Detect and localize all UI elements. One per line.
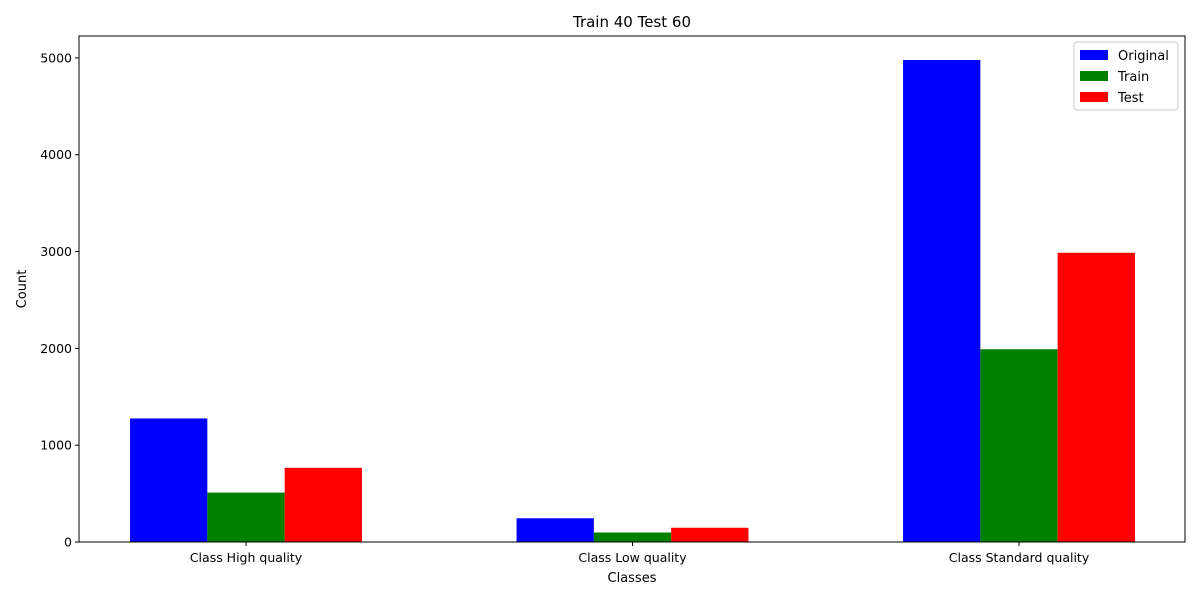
y-tick-label: 3000 <box>40 244 72 259</box>
y-axis: 0 1000 2000 3000 4000 5000 <box>40 50 79 550</box>
legend-label-test: Test <box>1117 91 1144 106</box>
x-axis: Class High quality Class Low quality Class… <box>190 542 1090 565</box>
legend-label-original: Original <box>1118 49 1169 64</box>
x-axis-label: Classes <box>608 571 657 586</box>
bar-train-1 <box>207 492 285 542</box>
bar-original-2 <box>516 518 594 542</box>
y-tick-label: 5000 <box>40 50 72 65</box>
bar-train-3 <box>980 349 1058 542</box>
y-tick-label: 2000 <box>40 341 72 356</box>
plot-area <box>130 60 1135 543</box>
x-tick-label: Class Low quality <box>578 550 687 565</box>
bar-train-2 <box>593 532 672 542</box>
y-tick-label: 4000 <box>40 147 72 162</box>
x-tick-label: Class Standard quality <box>949 550 1090 565</box>
legend: Original Train Test <box>1073 41 1179 111</box>
chart-title: Train 40 Test 60 <box>572 13 691 31</box>
y-axis-label: Count <box>15 270 30 309</box>
bar-original-3 <box>903 60 981 542</box>
bar-test-2 <box>671 527 749 542</box>
bar-original-1 <box>130 418 208 542</box>
legend-swatch-original <box>1080 50 1108 60</box>
bar-test-3 <box>1057 252 1135 543</box>
bar-test-1 <box>284 467 362 542</box>
legend-swatch-test <box>1080 92 1108 102</box>
y-tick-label: 1000 <box>40 438 72 453</box>
legend-swatch-train <box>1080 71 1108 81</box>
legend-label-train: Train <box>1117 70 1149 85</box>
x-tick-label: Class High quality <box>190 550 303 565</box>
y-tick-label: 0 <box>64 535 72 550</box>
